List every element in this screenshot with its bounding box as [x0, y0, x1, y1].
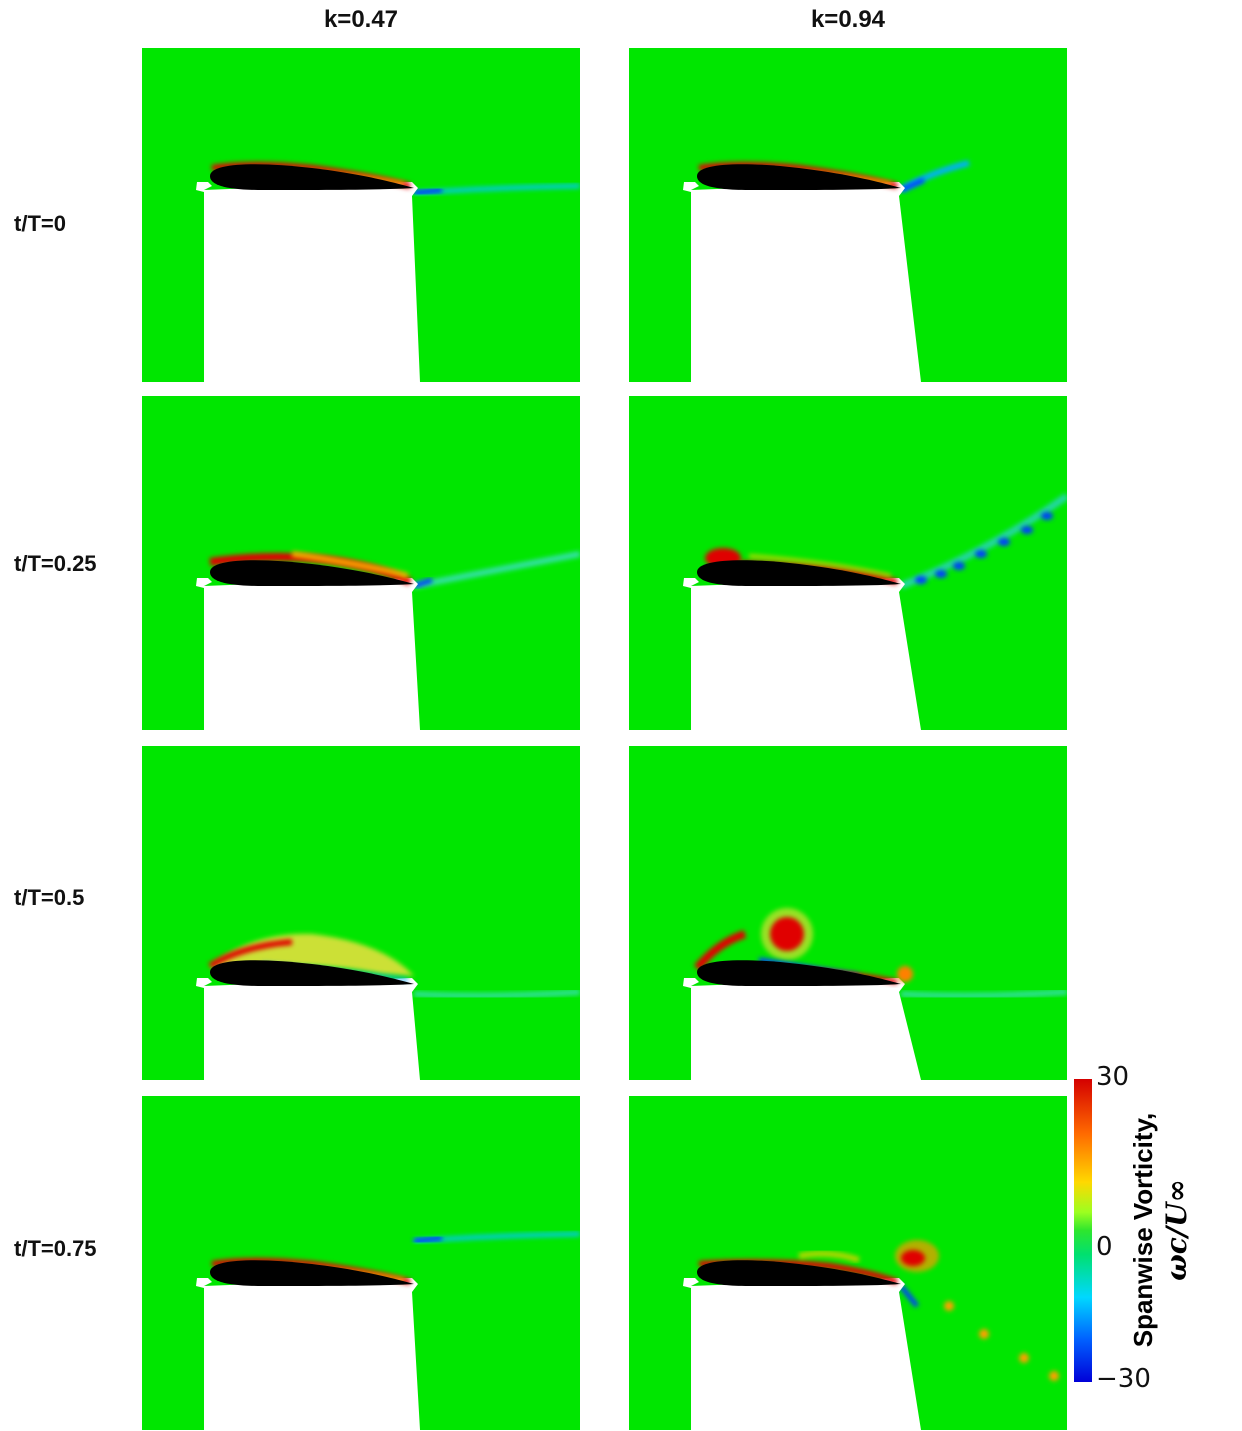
shed-vortex: [901, 1250, 925, 1266]
row-label-t025: t/T=0.25: [14, 551, 97, 576]
airfoil: [210, 1260, 414, 1286]
trailing-edge-vorticity: [900, 177, 925, 193]
row-label-t05: t/T=0.5: [14, 885, 85, 910]
wake-vortex: [944, 1301, 954, 1311]
wake-vortex: [975, 550, 987, 558]
column-title-k047: k=0.47: [323, 6, 399, 33]
vorticity-panel-k094-t025: [629, 396, 1067, 730]
laser-shadow-mask: [196, 978, 420, 1080]
row-label-t0: t/T=0: [14, 211, 66, 236]
colorbar: [1074, 1079, 1092, 1382]
colorbar-max-label: 30: [1096, 1062, 1130, 1092]
shear-layer-edge: [798, 1250, 860, 1263]
shear-layer-edge: [748, 554, 892, 578]
wake-vortex: [1019, 1353, 1029, 1363]
laser-shadow-mask: [196, 182, 420, 382]
wake-vortex: [1049, 1371, 1059, 1381]
airfoil: [697, 164, 901, 190]
row-label-t075: t/T=0.75: [14, 1236, 97, 1261]
laser-shadow-mask: [196, 1278, 420, 1430]
leading-edge-shear-layer: [693, 930, 747, 971]
wake-shear-layer: [413, 989, 580, 999]
vorticity-panel-k047-t025: [142, 396, 580, 730]
vorticity-panel-k094-t075: [629, 1096, 1067, 1430]
airfoil: [697, 560, 901, 586]
trailing-edge-vortex: [897, 966, 913, 982]
trailing-edge-vorticity: [413, 187, 443, 196]
wake-shear-layer: [900, 989, 1067, 999]
laser-shadow-mask: [196, 578, 420, 730]
colorbar-title-line2: ωc/U∞: [1160, 1179, 1193, 1281]
vorticity-panel-k094-t0: [629, 48, 1067, 382]
wake-vortex: [1041, 512, 1053, 520]
vorticity-panel-k094-t05: [629, 746, 1067, 1080]
airfoil: [210, 560, 414, 586]
leading-edge-vortex: [770, 917, 804, 951]
airfoil: [697, 1260, 901, 1286]
wake-vortex: [935, 570, 947, 578]
shear-layer-edge: [291, 551, 409, 579]
trailing-edge-vorticity: [899, 1284, 919, 1308]
vorticity-panel-k047-t05: [142, 746, 580, 1080]
wake-vortex: [953, 562, 965, 570]
airfoil: [210, 164, 414, 190]
vorticity-panel-k047-t0: [142, 48, 580, 382]
colorbar-title-line1: Spanwise Vorticity,: [1128, 1112, 1158, 1348]
colorbar-min-label: −30: [1096, 1364, 1151, 1394]
wake-vortex: [915, 576, 927, 584]
column-title-k094: k=0.94: [810, 6, 886, 33]
airfoil: [697, 960, 901, 986]
leading-edge-shear-layer: [208, 939, 293, 969]
laser-shadow-mask: [683, 578, 921, 730]
wake-vortex: [998, 538, 1010, 546]
airfoil: [210, 960, 414, 986]
laser-shadow-mask: [683, 978, 921, 1080]
wake-vortex: [979, 1329, 989, 1339]
colorbar-mid-label: 0: [1096, 1232, 1113, 1262]
wake-vortex: [1021, 526, 1033, 534]
trailing-edge-vorticity: [413, 1235, 443, 1244]
laser-shadow-mask: [683, 1278, 921, 1430]
wake-shear-layer: [413, 551, 580, 589]
laser-shadow-mask: [683, 182, 921, 382]
vorticity-panel-k047-t075: [142, 1096, 580, 1430]
